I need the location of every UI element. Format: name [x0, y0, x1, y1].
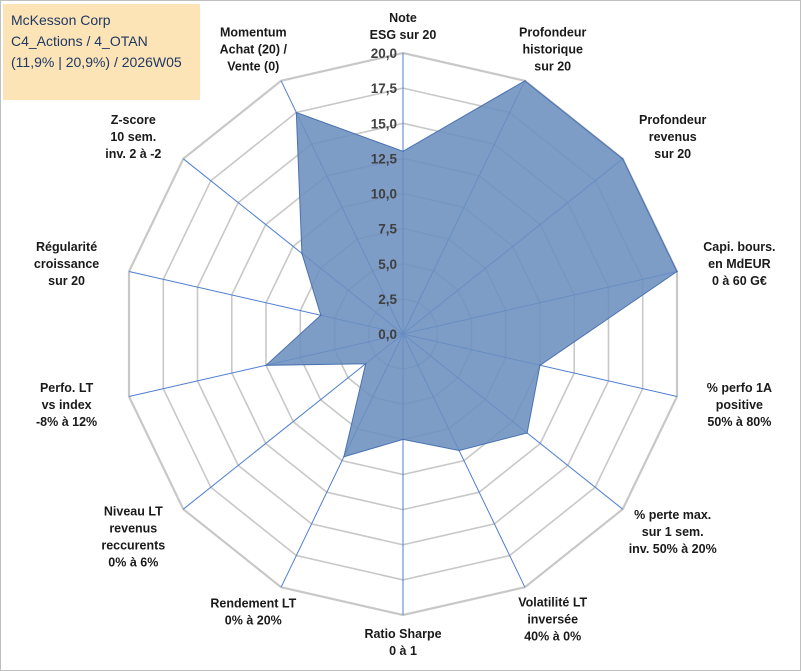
axis-label-6-line-0: Volatilité LT — [518, 596, 587, 610]
axis-label-0: Note ESG sur 20 — [370, 11, 437, 42]
axis-label-4-line-1: positive — [716, 398, 763, 412]
axis-label-1-line-2: sur 20 — [534, 59, 571, 73]
radar-axis-labels: Note ESG sur 20 Profondeur historique sur 20… — [34, 11, 776, 658]
portfolio-name: C4_Actions / 4_OTAN — [11, 33, 148, 49]
data-point-4 — [539, 364, 541, 367]
tick-label-7: 17,5 — [371, 81, 398, 96]
axis-label-10-line-2: -8% à 12% — [36, 415, 97, 429]
axis-label-9-line-3: 0% à 6% — [108, 556, 158, 570]
tick-label-5: 12,5 — [371, 151, 398, 166]
axis-label-12-line-1: 10 sem. — [110, 130, 156, 144]
axis-label-4-line-2: 50% à 80% — [707, 415, 771, 429]
info-box: McKesson Corp C4_Actions / 4_OTAN (11,9%… — [3, 4, 200, 100]
axis-label-7: Ratio Sharpe 0 à 1 — [364, 627, 441, 658]
axis-label-3-line-1: en MdEUR — [708, 257, 771, 271]
axis-label-13-line-2: Vente (0) — [227, 59, 279, 73]
radar-tick-labels: 0,0 2,5 5,0 7,5 10,0 12,5 15,0 17,5 20,0 — [371, 46, 398, 342]
axis-label-12: Z-score 10 sem. inv. 2 à -2 — [105, 113, 161, 161]
axis-label-3-line-0: Capi. bours. — [703, 240, 775, 254]
data-point-5 — [526, 432, 528, 434]
data-point-6 — [458, 449, 460, 452]
axis-label-2: Profondeur revenus sur 20 — [639, 113, 706, 161]
tick-label-4: 10,0 — [371, 187, 397, 202]
data-point-0 — [402, 150, 404, 153]
axis-label-6-line-2: 40% à 0% — [524, 630, 581, 644]
tick-label-2: 5,0 — [378, 257, 397, 272]
data-point-3 — [676, 270, 678, 273]
data-point-12 — [301, 252, 303, 255]
data-point-13 — [295, 111, 298, 114]
axis-label-10-line-1: vs index — [42, 398, 92, 412]
axis-label-4-line-0: % perfo 1A — [707, 381, 772, 395]
axis-label-5: % perte max. sur 1 sem. inv. 50% à 20% — [629, 508, 717, 556]
axis-label-6-line-1: inversée — [527, 613, 578, 627]
axis-label-10: Perfo. LT vs index -8% à 12% — [36, 381, 97, 429]
axis-label-3: Capi. bours. en MdEUR 0 à 60 G€ — [703, 240, 775, 288]
data-point-1 — [524, 80, 526, 82]
data-point-2 — [621, 158, 624, 160]
axis-label-0-line-1: ESG sur 20 — [370, 28, 437, 42]
axis-label-7-line-1: 0 à 1 — [389, 644, 417, 658]
axis-label-13-line-0: Momentum — [220, 25, 287, 39]
axis-label-11-line-2: sur 20 — [48, 274, 85, 288]
axis-label-8-line-0: Rendement LT — [210, 597, 296, 611]
tick-label-8: 20,0 — [371, 46, 397, 61]
company-name: McKesson Corp — [11, 12, 111, 28]
axis-label-7-line-0: Ratio Sharpe — [364, 627, 441, 641]
axis-label-1-line-0: Profondeur — [519, 25, 586, 39]
data-point-7 — [402, 438, 404, 441]
axis-label-5-line-1: sur 1 sem. — [642, 525, 704, 539]
data-point-10 — [265, 364, 267, 367]
portfolio-stats: (11,9% | 20,9%) / 2026W05 — [11, 54, 182, 70]
axis-label-1-line-1: historique — [522, 42, 582, 56]
axis-label-4: % perfo 1A positive 50% à 80% — [707, 381, 772, 429]
axis-label-2-line-0: Profondeur — [639, 113, 706, 127]
tick-label-0: 0,0 — [378, 327, 397, 342]
axis-label-9-line-2: reccurents — [101, 539, 165, 553]
series-area-0 — [264, 80, 678, 458]
axis-label-11-line-0: Régularité — [36, 240, 97, 254]
data-point-8 — [343, 456, 345, 458]
axis-label-9-line-1: revenus — [109, 522, 157, 536]
axis-label-5-line-0: % perte max. — [634, 508, 711, 522]
tick-label-3: 7,5 — [378, 222, 397, 237]
axis-label-1: Profondeur historique sur 20 — [519, 25, 586, 73]
axis-label-6: Volatilité LT inversée 40% à 0% — [518, 596, 587, 644]
axis-label-5-line-2: inv. 50% à 20% — [629, 542, 717, 556]
tick-label-6: 15,0 — [371, 116, 397, 131]
axis-label-2-line-2: sur 20 — [654, 147, 691, 161]
axis-label-10-line-0: Perfo. LT — [40, 381, 94, 395]
data-point-9 — [364, 363, 367, 365]
tick-label-1: 2,5 — [378, 292, 397, 307]
axis-label-0-line-0: Note — [389, 11, 417, 25]
axis-label-12-line-2: inv. 2 à -2 — [105, 147, 161, 161]
axis-label-11: Régularité croissance sur 20 — [34, 240, 99, 288]
axis-label-9-line-0: Niveau LT — [104, 505, 163, 519]
axis-label-13: Momentum Achat (20) / Vente (0) — [220, 25, 288, 73]
axis-label-11-line-1: croissance — [34, 257, 99, 271]
axis-label-2-line-1: revenus — [649, 130, 697, 144]
axis-label-12-line-0: Z-score — [111, 113, 156, 127]
axis-label-9: Niveau LT revenus reccurents 0% à 6% — [101, 505, 165, 570]
axis-label-3-line-2: 0 à 60 G€ — [712, 274, 767, 288]
radar-series — [264, 80, 678, 458]
axis-label-13-line-1: Achat (20) / — [220, 42, 288, 56]
data-point-11 — [320, 314, 322, 317]
axis-label-8-line-1: 0% à 20% — [225, 614, 282, 628]
axis-label-8: Rendement LT 0% à 20% — [210, 597, 296, 628]
